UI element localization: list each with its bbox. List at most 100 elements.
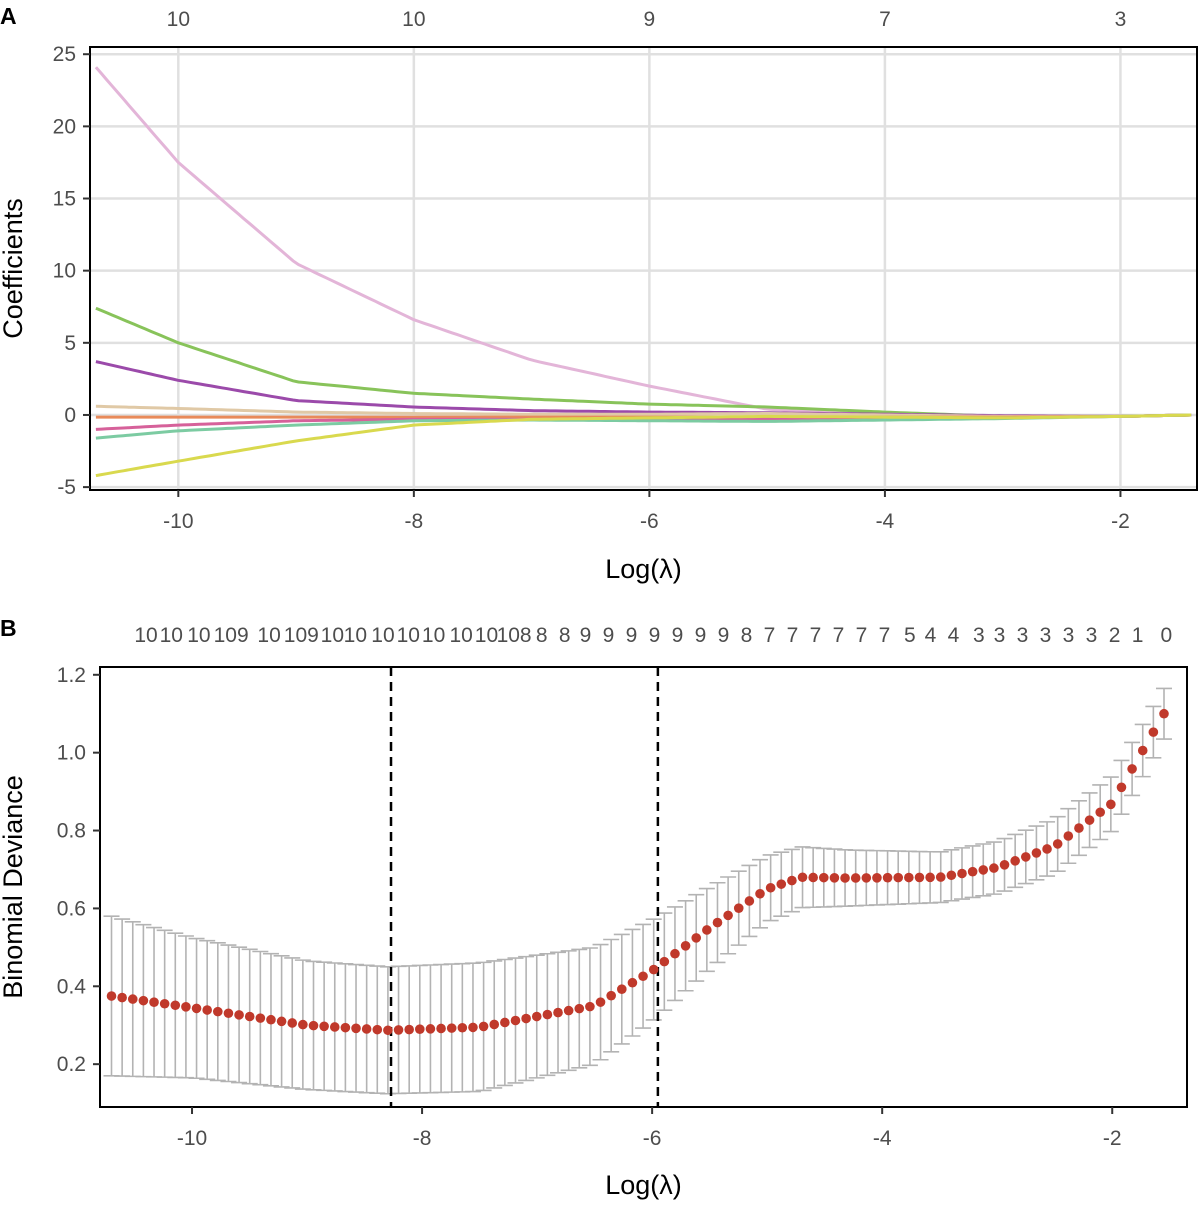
deviance-point bbox=[1159, 708, 1169, 719]
deviance-point bbox=[1010, 856, 1020, 866]
y-tick-label: -5 bbox=[57, 476, 76, 499]
top-axis-label: 8 bbox=[741, 624, 753, 647]
top-axis-label: 10 bbox=[160, 624, 183, 647]
top-axis-label: 9 bbox=[580, 624, 592, 647]
x-tick-label: -10 bbox=[177, 1127, 207, 1150]
deviance-point bbox=[213, 1006, 223, 1017]
top-axis-label: 1 bbox=[1132, 624, 1144, 647]
coef-line-coef2 bbox=[95, 306, 1192, 418]
top-axis-label: 3 bbox=[973, 624, 985, 647]
panel-a-top-axis: 10 10 9 7 3 bbox=[167, 8, 1127, 31]
deviance-point bbox=[1116, 782, 1127, 793]
deviance-point bbox=[531, 1011, 542, 1022]
top-axis-label: 10 bbox=[371, 624, 394, 647]
deviance-point bbox=[627, 977, 638, 988]
deviance-point bbox=[797, 872, 808, 883]
x-tick-label: -8 bbox=[413, 1127, 432, 1150]
panel-b-ticks: -10 -8 -6 -4 -2 0.2 0.4 0.6 0.8 1.0 1.2 bbox=[57, 664, 1122, 1150]
deviance-point bbox=[712, 917, 723, 928]
top-axis-label: 9 bbox=[644, 8, 656, 31]
y-tick-label: 1.0 bbox=[57, 742, 86, 765]
y-tick-label: 0.6 bbox=[57, 897, 86, 920]
deviance-point bbox=[340, 1022, 351, 1033]
deviance-point bbox=[404, 1024, 414, 1035]
deviance-point bbox=[138, 995, 149, 1006]
deviance-point bbox=[521, 1013, 531, 1024]
y-tick-label: 0.8 bbox=[57, 820, 86, 843]
deviance-point bbox=[244, 1011, 255, 1022]
top-axis-label: 5 bbox=[904, 624, 916, 647]
x-tick-label: -2 bbox=[1103, 1127, 1122, 1150]
deviance-point bbox=[829, 873, 840, 883]
deviance-point bbox=[457, 1022, 468, 1033]
deviance-point bbox=[787, 875, 797, 886]
deviance-point bbox=[106, 991, 117, 1001]
panel-a: A -10 -8 -6 -4 -2 -5 0 5 10 15 20 25 10 10 9 7 3 Log(λ)… bbox=[0, 3, 1198, 584]
deviance-point bbox=[191, 1003, 202, 1014]
top-axis-label: 0 bbox=[1160, 624, 1172, 647]
deviance-point bbox=[808, 872, 818, 883]
deviance-point bbox=[1052, 839, 1063, 849]
deviance-point bbox=[659, 956, 670, 967]
deviance-point bbox=[723, 910, 733, 921]
deviance-point bbox=[1106, 799, 1116, 810]
top-axis-label: 7 bbox=[856, 624, 868, 647]
deviance-point bbox=[818, 872, 829, 883]
panel-b-frame bbox=[99, 666, 1188, 1108]
deviance-point bbox=[935, 872, 946, 882]
top-axis-label: 7 bbox=[879, 624, 891, 647]
top-axis-label: 10 bbox=[450, 624, 473, 647]
y-tick-label: 0 bbox=[64, 404, 76, 427]
deviance-point bbox=[904, 872, 914, 883]
panel-b-label: B bbox=[0, 615, 17, 641]
top-axis-label: 3 bbox=[994, 624, 1006, 647]
x-tick-label: -10 bbox=[163, 510, 193, 533]
deviance-point bbox=[478, 1021, 489, 1032]
deviance-point bbox=[276, 1016, 287, 1027]
y-tick-label: 20 bbox=[53, 115, 76, 138]
deviance-point bbox=[510, 1015, 521, 1026]
deviance-point bbox=[170, 1000, 181, 1011]
deviance-point bbox=[1095, 807, 1106, 818]
deviance-point bbox=[500, 1017, 510, 1028]
deviance-point bbox=[574, 1003, 585, 1014]
deviance-point bbox=[361, 1024, 372, 1034]
x-tick-label: -8 bbox=[405, 510, 424, 533]
deviance-point bbox=[1148, 727, 1159, 737]
deviance-point bbox=[393, 1025, 404, 1035]
deviance-point bbox=[383, 1025, 393, 1036]
deviance-point bbox=[436, 1023, 446, 1034]
deviance-point bbox=[319, 1021, 329, 1032]
y-tick-label: 1.2 bbox=[57, 664, 86, 687]
deviance-point bbox=[840, 873, 850, 883]
x-tick-label: -6 bbox=[643, 1127, 662, 1150]
y-tick-label: 0.2 bbox=[57, 1053, 86, 1076]
top-axis-label: 9 bbox=[695, 624, 707, 647]
deviance-point bbox=[680, 940, 691, 951]
deviance-point bbox=[255, 1013, 266, 1023]
panel-a-ticks: -10 -8 -6 -4 -2 -5 0 5 10 15 20 25 bbox=[53, 43, 1130, 533]
panel-a-x-axis-title: Log(λ) bbox=[605, 554, 682, 584]
top-axis-label: 4 bbox=[925, 624, 937, 647]
top-axis-label: 10 bbox=[187, 624, 210, 647]
deviance-point bbox=[542, 1009, 553, 1020]
deviance-point bbox=[1074, 823, 1084, 833]
deviance-point bbox=[553, 1007, 563, 1018]
top-axis-label: 9 bbox=[649, 624, 661, 647]
top-axis-label: 109 bbox=[214, 624, 249, 647]
deviance-point bbox=[946, 870, 957, 881]
deviance-point bbox=[999, 860, 1010, 870]
deviance-point bbox=[850, 873, 861, 883]
top-axis-label: 9 bbox=[603, 624, 615, 647]
top-axis-label: 8 bbox=[559, 624, 571, 647]
top-axis-label: 10 bbox=[402, 8, 425, 31]
deviance-point bbox=[882, 872, 893, 883]
panel-a-grid bbox=[90, 47, 1197, 490]
y-tick-label: 5 bbox=[64, 332, 76, 355]
top-axis-label: 10 bbox=[397, 624, 420, 647]
top-axis-label: 8 bbox=[536, 624, 548, 647]
deviance-point bbox=[893, 872, 904, 883]
deviance-point bbox=[287, 1018, 298, 1028]
deviance-point bbox=[1020, 852, 1031, 862]
